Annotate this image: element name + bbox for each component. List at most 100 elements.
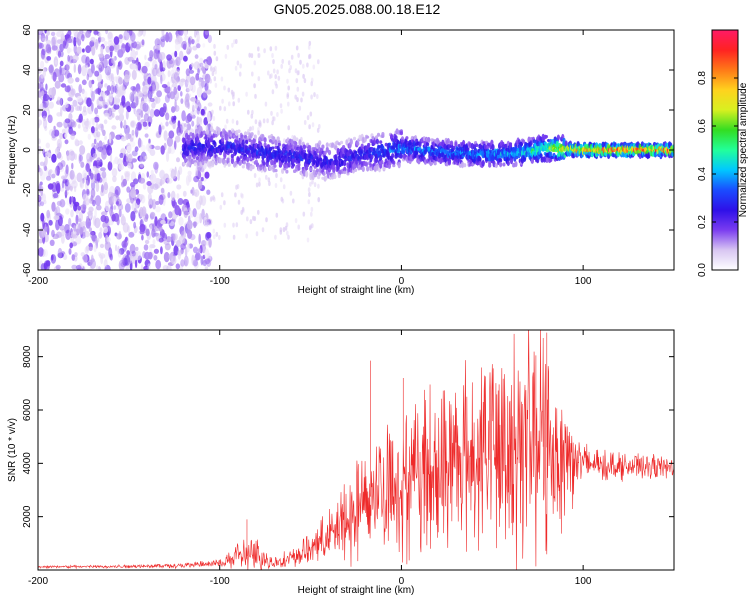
spectrogram-signal-cell [313, 146, 317, 151]
spectrogram-noise-cell [134, 95, 139, 107]
spectrogram-noise-cell [276, 69, 279, 75]
spectrogram-signal-cell [211, 160, 215, 168]
spectrogram-noise-cell [112, 112, 115, 118]
spectrogram-signal-cell [392, 164, 396, 168]
spectrogram-noise-cell [102, 99, 106, 108]
spectrogram-noise-cell [192, 246, 199, 254]
spectrogram-noise-cell [161, 33, 167, 42]
spectrogram-signal-cell [400, 139, 405, 143]
spectrogram-noise-cell [59, 187, 65, 192]
spectrogram-noise-cell [115, 134, 122, 140]
spectrogram-noise-cell [211, 71, 215, 77]
spectrogram-x-label: Height of straight line (km) [298, 285, 415, 296]
spectrogram-noise-cell [142, 121, 148, 127]
spectrogram-noise-cell [47, 114, 53, 124]
spectrogram-noise-cell [75, 265, 82, 270]
spectrogram-noise-cell [109, 206, 113, 217]
spectrogram-noise-cell [94, 127, 98, 132]
spectrogram-noise-cell [168, 211, 173, 219]
spectrogram-noise-cell [149, 244, 156, 249]
spectrogram-noise-cell [147, 263, 151, 270]
spectrogram-signal-cell [481, 161, 485, 165]
spectrogram-signal-cell [281, 168, 285, 174]
spectrogram-noise-cell [168, 130, 175, 139]
spectrogram-signal-cell [399, 153, 403, 159]
spectrogram-noise-cell [71, 180, 78, 189]
spectrogram-noise-cell [71, 264, 77, 270]
spectrogram-signal-cell [277, 142, 281, 147]
spectrogram-noise-cell [44, 155, 48, 166]
spectrogram-noise-cell [247, 109, 250, 115]
spectrogram-noise-cell [105, 30, 109, 35]
spectrogram-noise-cell [91, 46, 96, 56]
spectrogram-noise-cell [215, 231, 219, 237]
spectrogram-noise-cell [231, 42, 234, 48]
spectrogram-noise-cell [109, 208, 114, 216]
spectrogram-noise-cell [64, 125, 70, 134]
spectrogram-noise-cell [210, 65, 213, 71]
colorbar: 0.0 0.2 0.4 0.6 0.8 Normalized spectral ampl… [697, 29, 749, 277]
spectrogram-noise-cell [194, 30, 197, 38]
spectrogram-signal-cell [466, 147, 470, 151]
spectrogram-signal-cell [334, 144, 338, 151]
spectrogram-y-tick-label: -60 [22, 262, 33, 277]
spectrogram-noise-cell [95, 182, 100, 193]
spectrogram-noise-cell [213, 234, 216, 240]
spectrogram-noise-cell [99, 37, 106, 42]
spectrogram-noise-cell [154, 38, 161, 47]
spectrogram-signal-cell [405, 136, 409, 140]
spectrogram-noise-cell [246, 216, 249, 222]
spectrogram-noise-cell [104, 215, 109, 224]
spectrogram-noise-cell [109, 72, 113, 82]
spectrogram-noise-cell [93, 138, 97, 145]
spectrogram-signal-cell [343, 162, 347, 166]
spectrogram-noise-cell [160, 145, 165, 155]
spectrogram-noise-cell [104, 251, 109, 262]
spectrogram-noise-cell [255, 182, 259, 188]
spectrogram-noise-cell [88, 120, 91, 130]
spectrogram-noise-cell [120, 136, 127, 142]
spectrogram-noise-cell [115, 200, 120, 205]
spectrogram-noise-cell [158, 194, 164, 205]
spectrogram-noise-cell [192, 45, 198, 51]
spectrogram-noise-cell [134, 41, 141, 51]
spectrogram-noise-cell [144, 133, 149, 138]
spectrogram-noise-cell [188, 84, 193, 90]
spectrogram-noise-cell [153, 109, 160, 117]
spectrogram-noise-cell [118, 248, 125, 255]
spectrogram-noise-cell [236, 60, 240, 66]
spectrogram-noise-cell [64, 190, 69, 196]
spectrogram-noise-cell [85, 30, 91, 38]
spectrogram-noise-cell [73, 36, 77, 47]
spectrogram-noise-cell [76, 46, 82, 54]
spectrogram-noise-cell [253, 60, 257, 66]
spectrogram-noise-cell [109, 253, 113, 261]
spectrogram-noise-cell [92, 153, 98, 159]
spectrogram-noise-cell [182, 43, 187, 50]
page-title: GN05.2025.088.00.18.E12 [273, 1, 441, 17]
spectrogram-noise-cell [191, 101, 196, 111]
spectrogram-noise-cell [212, 116, 216, 121]
spectrogram-noise-cell [251, 125, 255, 131]
spectrogram-noise-cell [48, 64, 55, 75]
spectrogram-signal-cell [262, 161, 266, 166]
spectrogram-noise-cell [109, 149, 113, 154]
spectrogram-noise-cell [202, 43, 206, 48]
spectrogram-noise-cell [143, 244, 149, 251]
spectrogram-noise-cell [189, 210, 194, 218]
spectrogram-noise-cell [131, 59, 137, 64]
spectrogram-noise-cell [218, 235, 221, 240]
spectrogram-noise-cell [191, 254, 195, 266]
spectrogram-noise-cell [91, 102, 94, 112]
spectrogram-noise-cell [306, 237, 310, 243]
spectrogram-noise-cell [142, 182, 147, 190]
spectrogram-noise-cell [259, 122, 262, 128]
spectrogram-signal-cell [227, 162, 231, 167]
spectrogram-noise-cell [59, 132, 64, 140]
spectrogram-signal-cell [205, 129, 209, 136]
spectrogram-noise-cell [187, 37, 191, 47]
spectrogram-noise-cell [202, 90, 207, 98]
spectrogram-noise-cell [98, 32, 102, 38]
spectrogram-noise-cell [93, 116, 100, 123]
